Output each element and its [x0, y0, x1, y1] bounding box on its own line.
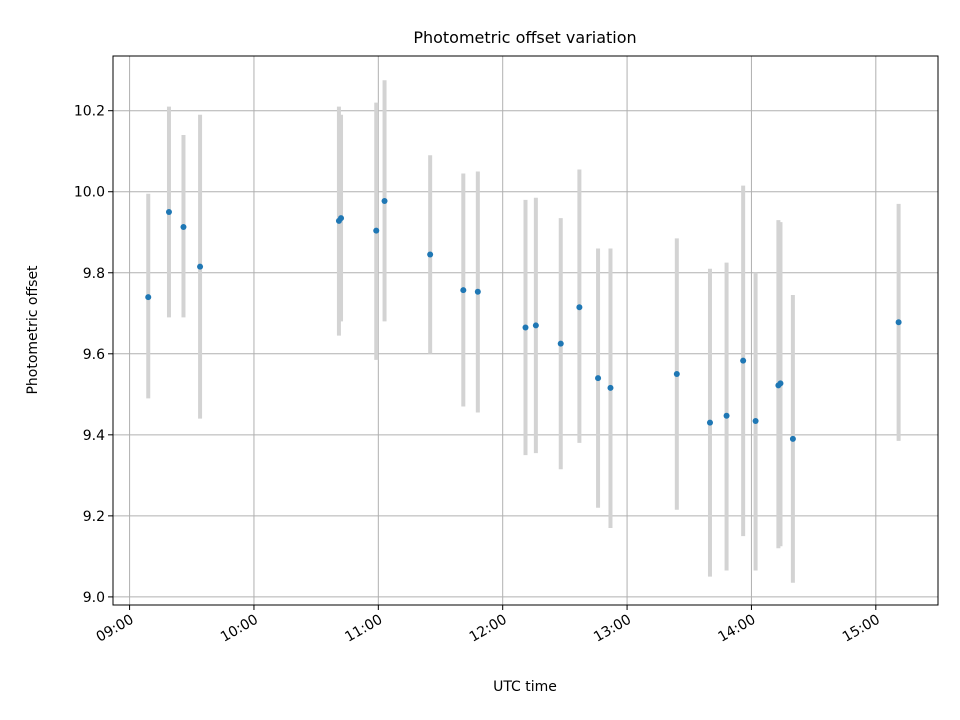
y-tick-label: 9.8 [83, 266, 105, 282]
data-point [607, 384, 614, 391]
y-tick-label: 9.2 [83, 509, 105, 525]
data-point [789, 435, 796, 442]
data-point [673, 371, 680, 378]
y-axis-label: Photometric offset [25, 265, 41, 395]
plot-frame [112, 55, 939, 606]
data-point [895, 319, 902, 326]
data-point [373, 227, 380, 234]
data-point [522, 324, 529, 331]
y-tick-label: 9.4 [83, 428, 105, 444]
data-point [197, 263, 204, 270]
data-point [165, 208, 172, 215]
grid [113, 56, 938, 605]
data-point [532, 322, 539, 329]
data-point [740, 357, 747, 364]
data-point [381, 198, 388, 205]
y-axis: 9.0 9.2 9.4 9.6 9.8 10.0 10.2 [74, 104, 113, 606]
data-point [595, 375, 602, 382]
y-tick-label: 9.0 [83, 590, 105, 606]
data-point [723, 412, 730, 419]
data-point [474, 288, 481, 295]
data-point [145, 294, 152, 301]
data-point [427, 251, 434, 258]
y-tick-label: 10.0 [74, 185, 105, 201]
data-point [752, 418, 759, 425]
data-point [460, 287, 467, 294]
data-point [777, 380, 784, 387]
data-point [180, 223, 187, 230]
y-tick-label: 9.6 [83, 347, 105, 363]
data-point [557, 340, 564, 347]
y-tick-label: 10.2 [74, 104, 105, 120]
chart-title: Photometric offset variation [413, 28, 636, 47]
data-points [145, 198, 902, 442]
data-point [706, 419, 713, 426]
data-point [576, 304, 583, 311]
x-axis-label: UTC time [493, 679, 557, 695]
data-point [338, 215, 345, 222]
